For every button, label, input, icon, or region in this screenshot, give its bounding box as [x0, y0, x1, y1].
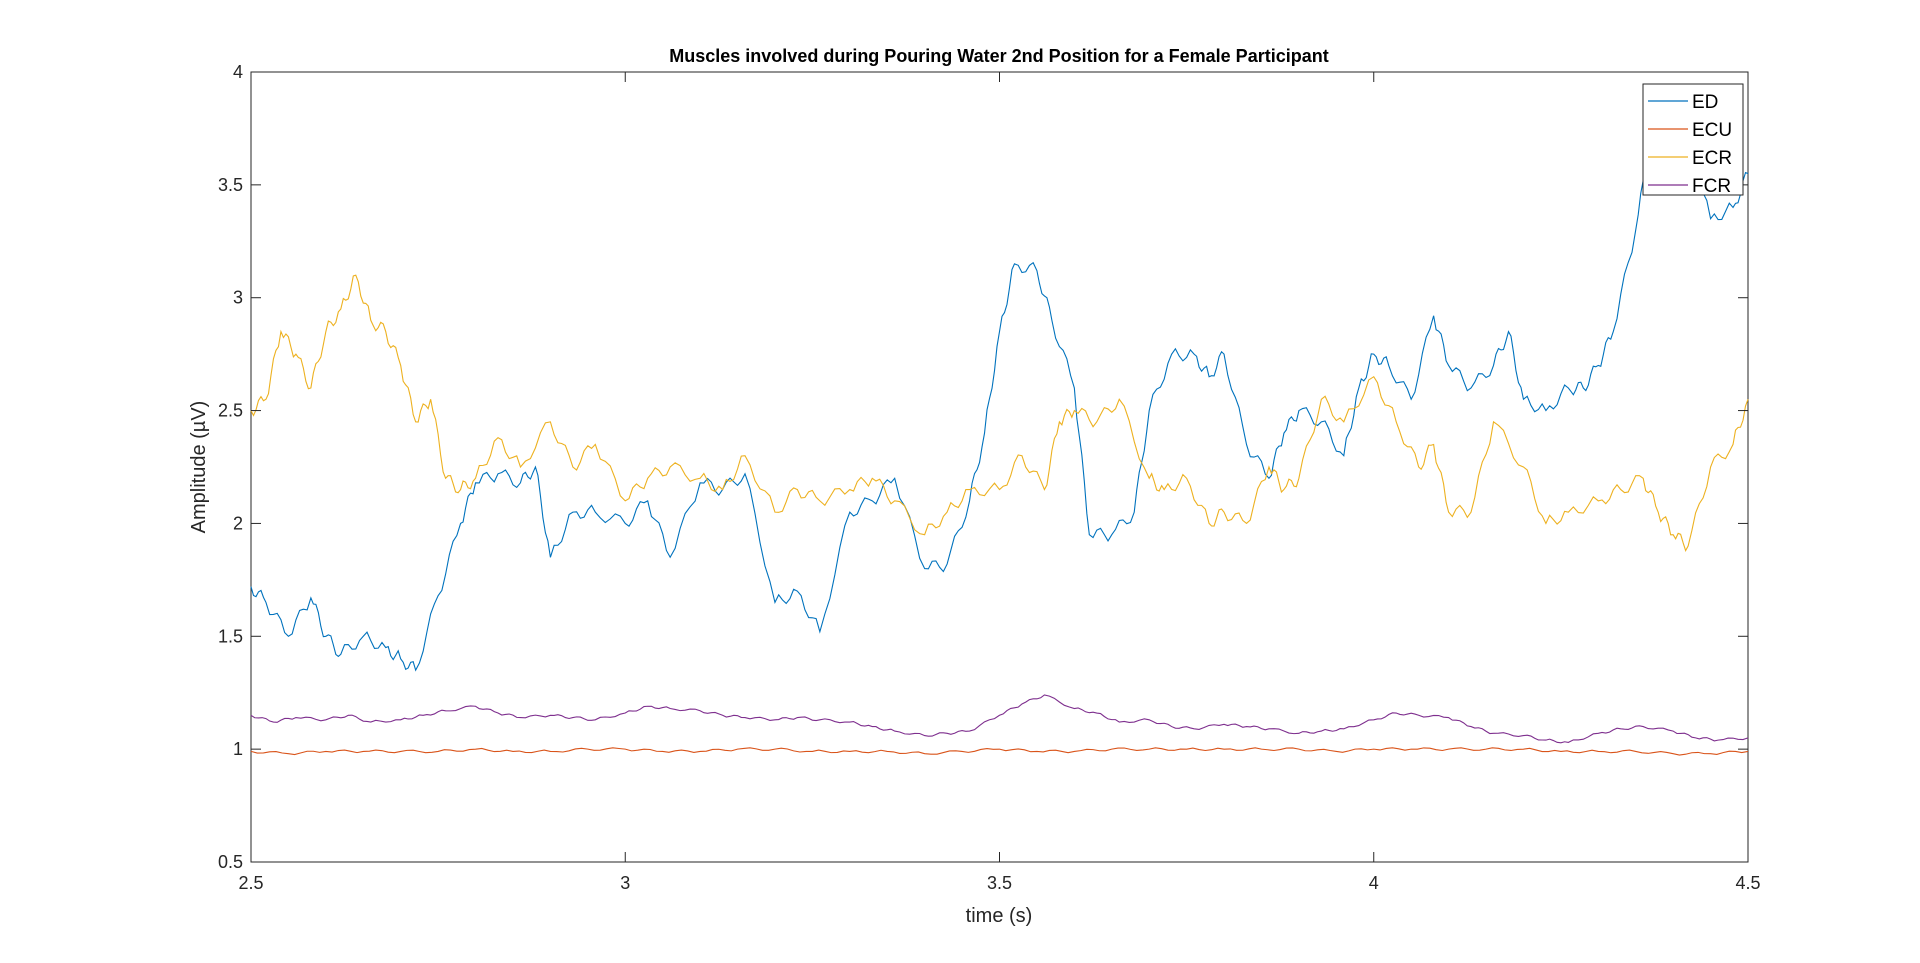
y-tick-label: 2	[233, 513, 243, 533]
chart-title: Muscles involved during Pouring Water 2n…	[669, 46, 1328, 66]
y-tick-label: 2.5	[218, 401, 243, 421]
x-tick-label: 3.5	[987, 873, 1012, 893]
series-line-ecu	[250, 747, 1749, 756]
x-tick-label: 4.5	[1735, 873, 1760, 893]
series-line-ecr	[250, 274, 1749, 552]
y-tick-label: 4	[233, 62, 243, 82]
axes-box	[250, 71, 1749, 863]
y-tick-label: 3	[233, 288, 243, 308]
x-tick-label: 3	[620, 873, 630, 893]
y-tick-label: 3.5	[218, 175, 243, 195]
series-line-fcr	[250, 694, 1749, 744]
legend-label-ecu: ECU	[1692, 120, 1732, 141]
legend-box	[1642, 83, 1744, 196]
x-tick-label: 2.5	[238, 873, 263, 893]
tick-layer: 2.5 3 3.5 4 4.5 0.5 1 1.5 2 2.5 3 3.5 4	[218, 62, 1761, 893]
series-layer	[250, 126, 1749, 756]
chart-legend: ED ECU ECR FCR	[1642, 83, 1744, 197]
legend-label-ecr: ECR	[1692, 148, 1732, 169]
legend-label-ed: ED	[1692, 92, 1718, 113]
plot-area: 2.5 3 3.5 4 4.5 0.5 1 1.5 2 2.5 3 3.5 4	[218, 62, 1761, 893]
y-tick-label: 0.5	[218, 852, 243, 872]
x-tick-label: 4	[1369, 873, 1379, 893]
y-tick-label: 1	[233, 739, 243, 759]
legend-label-fcr: FCR	[1692, 176, 1731, 197]
legend-entries: ED ECU ECR FCR	[1648, 92, 1732, 197]
y-tick-label: 1.5	[218, 626, 243, 646]
y-axis-label: Amplitude (µV)	[188, 401, 210, 534]
x-axis-label: time (s)	[966, 905, 1033, 927]
series-line-ed	[250, 126, 1749, 672]
